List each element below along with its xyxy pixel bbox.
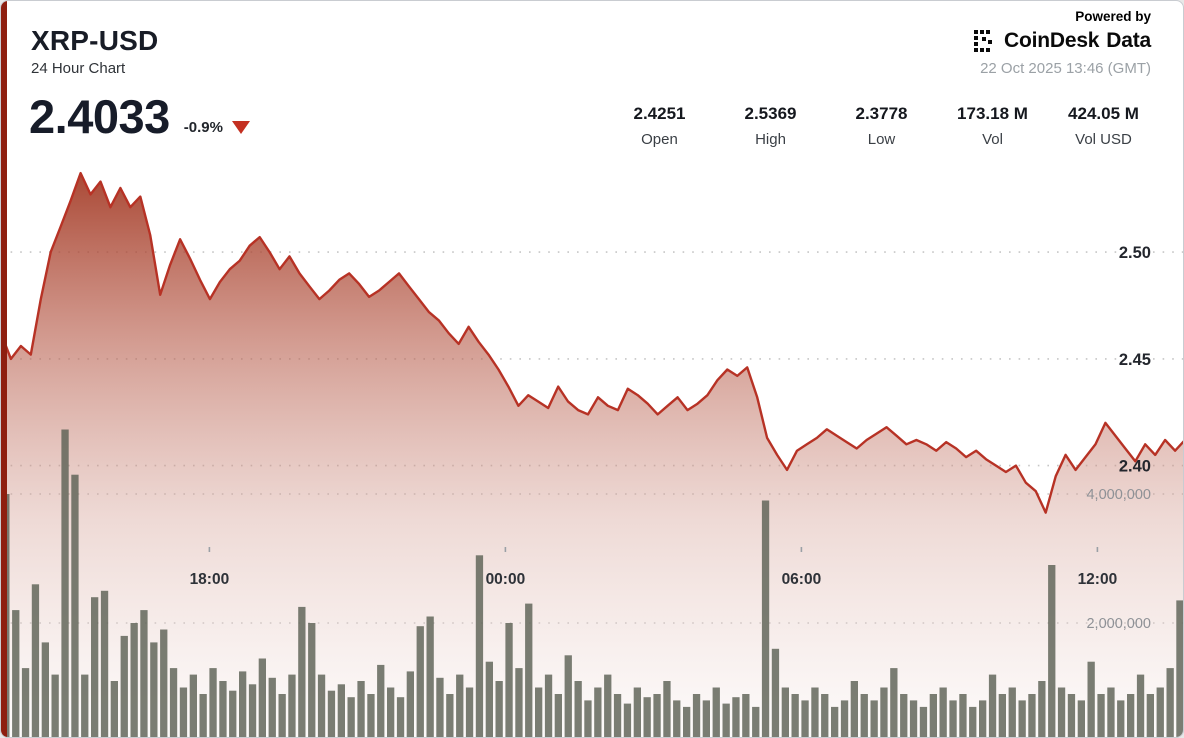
left-accent-bar bbox=[1, 1, 7, 737]
stat-low-value: 2.3778 bbox=[855, 104, 908, 123]
coindesk-logo-icon bbox=[973, 29, 997, 53]
stat-vol-usd-value: 424.05 M bbox=[1068, 104, 1139, 123]
price-change-percent: -0.9% bbox=[183, 118, 223, 136]
brand-name: CoinDesk bbox=[1004, 29, 1100, 52]
stat-open: 2.4251 Open bbox=[604, 104, 715, 148]
stat-high: 2.5369 High bbox=[715, 104, 826, 148]
time-axis-label: 00:00 bbox=[486, 571, 526, 588]
price-axis-label: 2.40 bbox=[1119, 458, 1151, 476]
stat-low-label: Low bbox=[867, 131, 896, 148]
volume-axis-label: 2,000,000 bbox=[1086, 616, 1151, 632]
current-price: 2.4033 bbox=[29, 90, 170, 143]
chart-subtitle: 24 Hour Chart bbox=[31, 60, 126, 77]
brand-suffix: Data bbox=[1106, 29, 1151, 52]
price-area-fill bbox=[1, 173, 1183, 737]
stat-vol: 173.18 M Vol bbox=[937, 104, 1048, 148]
coindesk-logo: CoinDesk Data bbox=[973, 29, 1151, 53]
stat-high-value: 2.5369 bbox=[744, 104, 797, 123]
stat-open-label: Open bbox=[641, 131, 678, 148]
stat-open-value: 2.4251 bbox=[633, 104, 686, 123]
price-line bbox=[1, 171, 1183, 514]
stat-vol-label: Vol bbox=[982, 131, 1003, 148]
symbol-title: XRP-USD bbox=[31, 25, 159, 56]
price-axis-label: 2.50 bbox=[1119, 244, 1151, 262]
down-arrow-icon bbox=[231, 120, 250, 134]
powered-by-label: Powered by bbox=[1075, 9, 1151, 24]
stat-vol-usd: 424.05 M Vol USD bbox=[1048, 104, 1159, 148]
price-axis-label: 2.45 bbox=[1119, 351, 1151, 369]
chart-header: XRP-USD 24 Hour Chart bbox=[31, 25, 158, 77]
time-axis-label: 18:00 bbox=[190, 571, 230, 588]
timestamp: 22 Oct 2025 13:46 (GMT) bbox=[980, 60, 1151, 77]
stats-row: 2.4251 Open 2.5369 High 2.3778 Low 173.1… bbox=[604, 104, 1159, 148]
price-block: 2.4033 -0.9% bbox=[29, 91, 250, 143]
stat-high-label: High bbox=[755, 131, 786, 148]
time-axis-label: 12:00 bbox=[1078, 571, 1118, 588]
volume-bars bbox=[2, 429, 1183, 737]
stat-low: 2.3778 Low bbox=[826, 104, 937, 148]
volume-axis-label: 4,000,000 bbox=[1086, 487, 1151, 503]
branding-block: Powered by CoinDesk Data 22 Oct 2025 13:… bbox=[973, 9, 1151, 77]
time-axis-label: 06:00 bbox=[782, 571, 822, 588]
stat-vol-value: 173.18 M bbox=[957, 104, 1028, 123]
stat-vol-usd-label: Vol USD bbox=[1075, 131, 1132, 148]
